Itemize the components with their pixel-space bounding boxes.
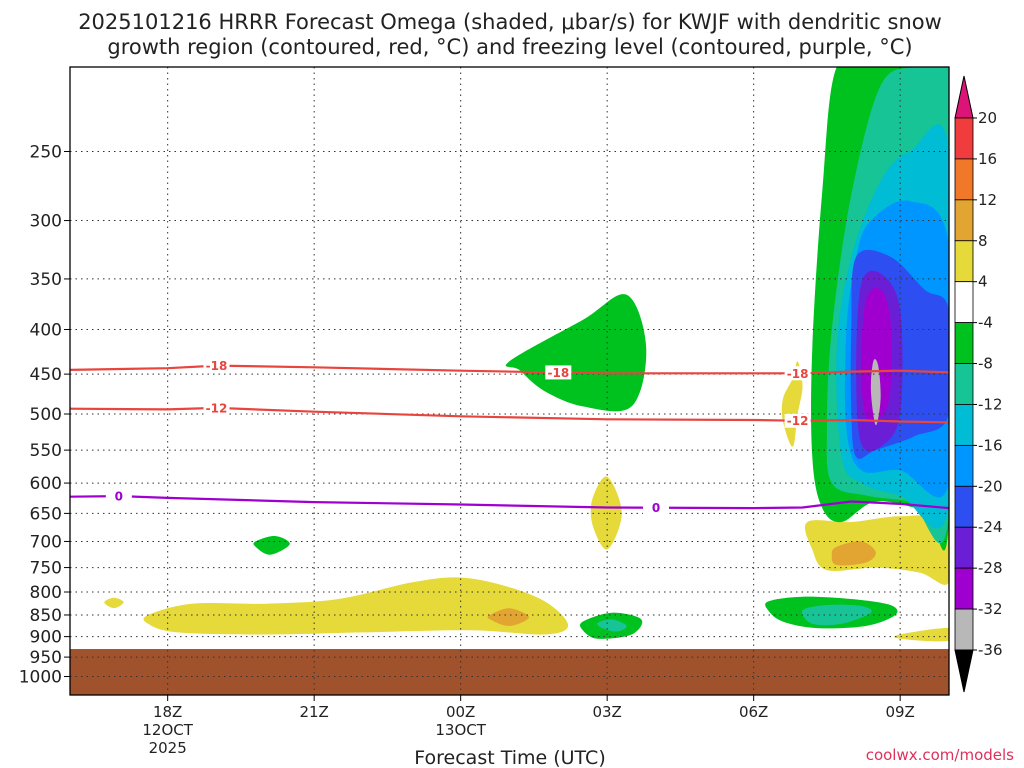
x-tick-label: 09Z: [885, 703, 914, 721]
contour-label-0: 0: [115, 490, 123, 504]
x-tick-date: 12OCT: [142, 721, 193, 739]
y-tick-label: 650: [30, 504, 62, 524]
contour-line--18: [70, 364, 949, 375]
y-tick-label: 400: [30, 321, 62, 341]
pressure-axis: 2503003504004505005506006507007508008509…: [19, 143, 70, 688]
colorbar-tick-label: -28: [978, 559, 1003, 577]
plot-frame: [69, 66, 950, 696]
y-tick-label: 750: [30, 559, 62, 579]
colorbar-top-arrow: [954, 75, 974, 119]
y-tick-label: 550: [30, 441, 62, 461]
omega-region-upper-green: [505, 294, 647, 412]
y-tick-label: 900: [30, 628, 62, 648]
contour-label-bg: [203, 358, 230, 373]
colorbar-segment: [954, 526, 974, 569]
colorbar-segment: [954, 444, 974, 487]
omega-region-green-20Z: [253, 535, 290, 555]
colorbar-segment: [954, 608, 974, 651]
title-line-1: 2025101216 HRRR Forecast Omega (shaded, …: [78, 10, 942, 34]
y-tick-label: 250: [30, 143, 62, 163]
colorbar-tick-label: -12: [978, 395, 1003, 413]
omega-shading-layer: [70, 67, 949, 695]
contour-label-bg: [105, 489, 132, 504]
contour-label--18: -18: [547, 366, 569, 380]
x-tick-label: 21Z: [299, 703, 328, 721]
colorbar-bottom-arrow: [954, 649, 974, 693]
contour-label-bg: [643, 500, 669, 515]
y-tick-label: 500: [30, 405, 62, 425]
colorbar-tick-label: -24: [978, 518, 1003, 536]
colorbar-segment: [954, 567, 974, 610]
x-tick-label: 06Z: [739, 703, 768, 721]
colorbar-tick-label: 20: [978, 109, 997, 127]
omega-colorbar: 20 16 12 8 4 -4 -8 -12 -16 -20 -24 -28 -32 -36: [954, 75, 1003, 693]
x-tick-label: 00Z: [446, 703, 475, 721]
y-tick-label: 700: [30, 532, 62, 552]
terrain-fill: [70, 649, 949, 695]
colorbar-tick-label: 16: [978, 150, 997, 168]
omega-region-yellow-09Z: [894, 628, 949, 642]
contour-label-bg: [784, 413, 811, 428]
contour-label-bg: [203, 400, 230, 415]
x-axis-label: Forecast Time (UTC): [414, 747, 605, 768]
colorbar-segment: [954, 404, 974, 446]
y-tick-label: 950: [30, 648, 62, 668]
temperature-contour-layer: -18 -18 -18 -12 -12 0 0: [70, 358, 949, 515]
colorbar-segment: [954, 240, 974, 283]
omega-region-orange-01Z: [487, 608, 529, 627]
y-tick-label: 300: [30, 212, 62, 232]
contour-label-bg: [784, 366, 811, 381]
y-tick-label: 350: [30, 270, 62, 290]
colorbar-tick-label: -8: [978, 355, 993, 373]
y-tick-label: 850: [30, 606, 62, 626]
colorbar-segment: [954, 158, 974, 201]
y-tick-label: 1000: [19, 668, 62, 688]
colorbar-segment: [954, 485, 974, 528]
colorbar-segment: [954, 199, 974, 242]
title-line-2: growth region (contoured, red, °C) and f…: [107, 35, 912, 59]
colorbar-segment: [954, 281, 974, 324]
omega-region-yellow-17Z: [104, 597, 124, 609]
contour-label--18: -18: [206, 359, 228, 373]
colorbar-tick-label: -16: [978, 436, 1003, 454]
y-tick-label: 450: [30, 365, 62, 385]
x-tick-year: 2025: [149, 739, 187, 757]
x-tick-date: 13OCT: [435, 721, 486, 739]
y-tick-label: 800: [30, 583, 62, 603]
omega-region-teal-03Z: [596, 619, 627, 632]
colorbar-tick-label: -36: [978, 641, 1003, 659]
contour-line--12: [70, 406, 949, 424]
x-tick-label: 18Z: [153, 703, 182, 721]
colorbar-tick-label: 4: [978, 273, 988, 291]
contour-label--12: -12: [787, 414, 809, 428]
omega-region-main-purple: [861, 287, 892, 423]
x-tick-label: 03Z: [592, 703, 621, 721]
contour-line-0: [70, 494, 949, 510]
colorbar-segment: [954, 322, 974, 364]
colorbar-segment: [954, 117, 974, 160]
omega-region-teal-08Z: [801, 604, 872, 626]
contour-label-0: 0: [652, 501, 660, 515]
contour-label--12: -12: [206, 401, 228, 415]
colorbar-tick-label: -32: [978, 600, 1003, 618]
credit-link[interactable]: coolwx.com/models: [866, 746, 1014, 764]
colorbar-tick-label: 12: [978, 191, 997, 209]
colorbar-segment: [954, 363, 974, 405]
omega-region-main-gray: [870, 359, 881, 426]
colorbar-tick-label: -4: [978, 314, 993, 332]
contour-label-bg: [545, 365, 572, 380]
colorbar-tick-label: -20: [978, 477, 1003, 495]
omega-region-yellow-03Z: [590, 476, 622, 550]
contour-label--18: -18: [787, 367, 809, 381]
colorbar-tick-label: 8: [978, 232, 988, 250]
y-tick-label: 600: [30, 474, 62, 494]
omega-region-orange-08Z: [831, 541, 876, 566]
